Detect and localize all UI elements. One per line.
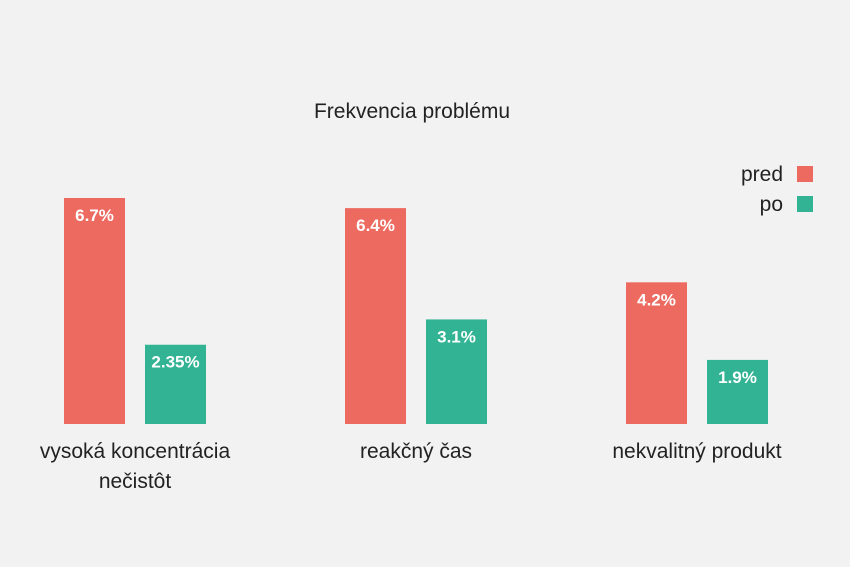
data-label-pred-1: 6.4% <box>356 216 395 235</box>
bar-pred-1 <box>345 208 406 424</box>
bar-po-0 <box>145 344 206 424</box>
category-labels: vysoká koncentrácia nečistôt reakčný čas ne… <box>40 440 782 493</box>
data-label-pred-0: 6.7% <box>75 206 114 225</box>
legend-swatch-pred <box>797 166 813 182</box>
data-label-po-1: 3.1% <box>437 327 476 346</box>
legend-label-pred: pred <box>741 163 783 186</box>
chart-title: Frekvencia problému <box>314 100 510 123</box>
category-label-0-line-1: nečistôt <box>99 470 172 493</box>
data-label-po-2: 1.9% <box>718 368 757 387</box>
data-label-pred-2: 4.2% <box>637 290 676 309</box>
legend: pred po <box>741 163 813 216</box>
legend-swatch-po <box>797 196 813 212</box>
bar-pred-0 <box>64 198 125 424</box>
bar-po-1 <box>426 319 487 424</box>
data-label-po-0: 2.35% <box>151 353 199 372</box>
category-label-2-line-0: nekvalitný produkt <box>612 440 781 463</box>
legend-label-po: po <box>760 193 783 216</box>
bar-pred-2 <box>626 282 687 424</box>
bars-group: 6.7% 6.4% 4.2% 2.35% 3.1% 1.9% <box>64 198 768 424</box>
category-label-0-line-0: vysoká koncentrácia <box>40 440 231 463</box>
bar-po-2 <box>707 359 768 424</box>
category-label-1-line-0: reakčný čas <box>360 440 472 463</box>
